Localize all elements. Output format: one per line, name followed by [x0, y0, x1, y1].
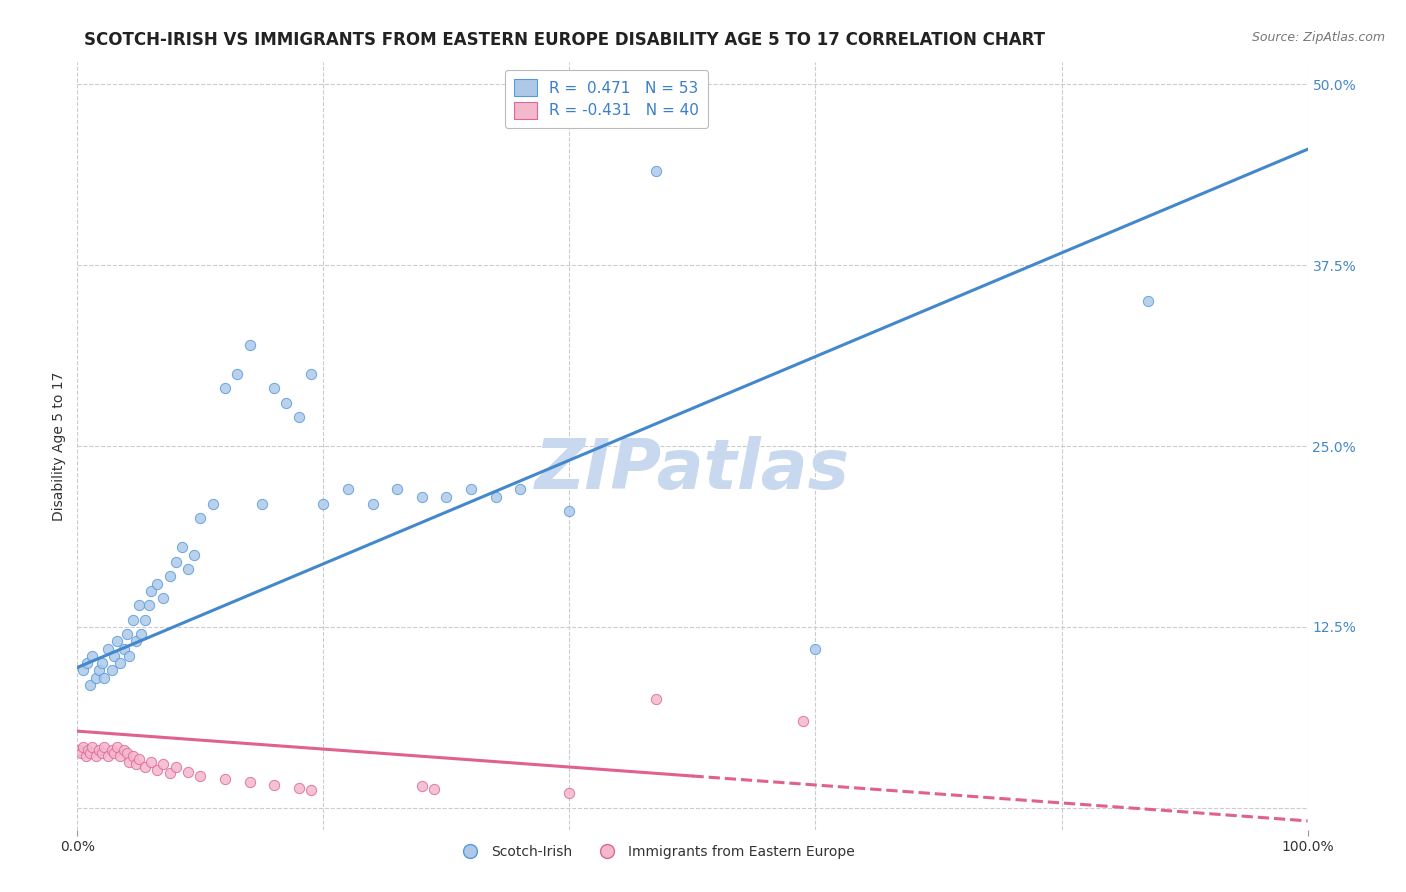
Point — [67, 743, 90, 757]
Point — [103, 648, 125, 663]
Point — [84, 671, 107, 685]
Point — [82, 648, 104, 663]
Point — [644, 164, 666, 178]
Point — [239, 774, 262, 789]
Point — [89, 743, 111, 757]
Point — [138, 598, 160, 612]
Point — [188, 769, 212, 783]
Point — [112, 641, 135, 656]
Point — [90, 746, 114, 760]
Point — [460, 483, 482, 497]
Point — [129, 627, 153, 641]
Point — [146, 763, 169, 777]
Point — [183, 548, 205, 562]
Point — [337, 483, 360, 497]
Point — [115, 746, 138, 760]
Point — [97, 748, 120, 763]
Point — [214, 381, 236, 395]
Point — [159, 766, 181, 780]
Point — [188, 511, 212, 525]
Point — [250, 497, 273, 511]
Point — [170, 541, 193, 555]
Point — [436, 490, 458, 504]
Point — [165, 760, 187, 774]
Point — [312, 497, 335, 511]
Point — [239, 337, 262, 351]
Point — [361, 497, 384, 511]
Point — [93, 740, 115, 755]
Point — [263, 778, 285, 792]
Point — [72, 740, 94, 755]
Point — [134, 613, 156, 627]
Point — [411, 779, 433, 793]
Y-axis label: Disability Age 5 to 17: Disability Age 5 to 17 — [52, 371, 66, 521]
Point — [644, 692, 666, 706]
Point — [411, 490, 433, 504]
Point — [77, 743, 100, 757]
Point — [128, 751, 150, 765]
Point — [97, 641, 120, 656]
Point — [177, 764, 200, 779]
Point — [105, 740, 128, 755]
Point — [90, 656, 114, 670]
Point — [299, 367, 322, 381]
Point — [141, 583, 163, 598]
Point — [110, 748, 132, 763]
Point — [299, 783, 322, 797]
Point — [558, 504, 581, 518]
Point — [423, 782, 446, 797]
Point — [103, 746, 125, 760]
Point — [110, 656, 132, 670]
Point — [804, 641, 827, 656]
Point — [201, 497, 224, 511]
Point — [112, 743, 135, 757]
Point — [105, 634, 128, 648]
Point — [82, 740, 104, 755]
Point — [76, 656, 98, 670]
Point — [226, 367, 249, 381]
Point — [214, 772, 236, 786]
Point — [125, 757, 148, 772]
Point — [177, 562, 200, 576]
Point — [276, 395, 298, 409]
Point — [146, 576, 169, 591]
Point — [134, 760, 156, 774]
Point — [558, 786, 581, 800]
Point — [79, 746, 101, 760]
Point — [125, 634, 148, 648]
Point — [509, 483, 531, 497]
Text: ZIPatlas: ZIPatlas — [534, 435, 851, 502]
Point — [79, 678, 101, 692]
Text: SCOTCH-IRISH VS IMMIGRANTS FROM EASTERN EUROPE DISABILITY AGE 5 TO 17 CORRELATIO: SCOTCH-IRISH VS IMMIGRANTS FROM EASTERN … — [84, 31, 1045, 49]
Point — [159, 569, 181, 583]
Point — [128, 598, 150, 612]
Point — [72, 664, 94, 678]
Point — [70, 746, 93, 760]
Point — [121, 748, 143, 763]
Point — [75, 748, 97, 763]
Point — [485, 490, 508, 504]
Point — [84, 748, 107, 763]
Point — [152, 591, 174, 605]
Point — [152, 757, 174, 772]
Point — [165, 555, 187, 569]
Point — [288, 410, 311, 425]
Point — [121, 613, 143, 627]
Point — [93, 671, 115, 685]
Point — [288, 780, 311, 795]
Point — [1136, 294, 1159, 309]
Point — [385, 483, 409, 497]
Point — [101, 743, 124, 757]
Point — [792, 714, 814, 728]
Point — [101, 664, 124, 678]
Point — [118, 755, 141, 769]
Point — [118, 648, 141, 663]
Point — [89, 664, 111, 678]
Text: Source: ZipAtlas.com: Source: ZipAtlas.com — [1251, 31, 1385, 45]
Point — [141, 755, 163, 769]
Point — [263, 381, 285, 395]
Legend: Scotch-Irish, Immigrants from Eastern Europe: Scotch-Irish, Immigrants from Eastern Eu… — [451, 839, 860, 865]
Point — [115, 627, 138, 641]
